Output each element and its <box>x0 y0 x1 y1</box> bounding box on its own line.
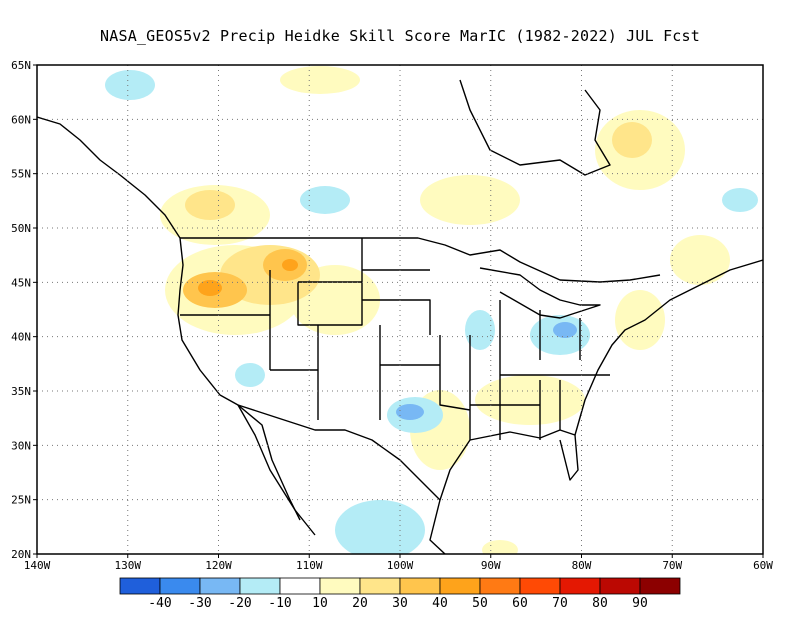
score-region <box>612 122 652 158</box>
latitude-axis: 20N 25N 30N 35N 40N 45N 50N 55N 60N 65N <box>11 59 37 561</box>
lat-tick-label: 30N <box>11 439 31 452</box>
west-coast-line <box>37 116 301 521</box>
lat-tick-label: 50N <box>11 222 31 235</box>
colorbar-label: 20 <box>352 596 368 611</box>
map-title: NASA_GEOS5v2 Precip Heidke Skill Score M… <box>100 27 700 45</box>
colorbar-swatch <box>319 577 361 595</box>
lat-tick-label: 35N <box>11 385 31 398</box>
colorbar-label: 80 <box>592 596 608 611</box>
colorbar-label: -10 <box>268 596 291 611</box>
lat-tick-label: 25N <box>11 494 31 507</box>
graticule-grid <box>37 65 763 554</box>
score-region <box>105 70 155 100</box>
lon-tick-label: 120W <box>205 559 232 572</box>
colorbar-label: 50 <box>472 596 488 611</box>
colorbar-swatch <box>279 577 321 595</box>
lon-tick-label: 90W <box>481 559 501 572</box>
lon-tick-label: 100W <box>387 559 414 572</box>
colorbar: -40 -30 -20 -10 10 20 30 40 50 60 70 80 90 <box>119 577 681 611</box>
colorbar-swatch <box>399 577 441 595</box>
score-region <box>396 404 424 420</box>
colorbar-label: 40 <box>432 596 448 611</box>
colorbar-swatch <box>559 577 601 595</box>
colorbar-label: 60 <box>512 596 528 611</box>
score-region <box>615 290 665 350</box>
us-mexico-border-line <box>237 404 441 501</box>
colorbar-label: -20 <box>228 596 251 611</box>
us-canada-border-line <box>180 237 661 283</box>
gulf-coast-line <box>469 429 579 481</box>
score-region <box>185 190 235 220</box>
colorbar-swatch <box>479 577 521 595</box>
score-region <box>475 375 585 425</box>
colorbar-swatch <box>239 577 281 595</box>
lon-tick-label: 130W <box>115 559 142 572</box>
colorbar-swatch <box>359 577 401 595</box>
score-region <box>300 186 350 214</box>
coastlines-and-borders <box>37 79 763 554</box>
score-region <box>482 540 518 554</box>
colorbar-swatch <box>199 577 241 595</box>
score-region <box>198 280 222 296</box>
lon-tick-label: 70W <box>662 559 682 572</box>
colorbar-swatch <box>519 577 561 595</box>
lon-tick-label: 110W <box>296 559 323 572</box>
skill-score-shading <box>105 66 758 554</box>
colorbar-swatch <box>439 577 481 595</box>
score-region <box>465 310 495 350</box>
score-region <box>282 259 298 271</box>
lat-tick-label: 40N <box>11 331 31 344</box>
lon-tick-label: 80W <box>572 559 592 572</box>
score-region <box>722 188 758 212</box>
colorbar-label: -40 <box>148 596 171 611</box>
colorbar-swatch <box>119 577 161 595</box>
lon-tick-label: 60W <box>753 559 773 572</box>
lat-tick-label: 20N <box>11 548 31 561</box>
lat-tick-label: 65N <box>11 59 31 72</box>
score-region <box>670 235 730 285</box>
score-region <box>280 66 360 94</box>
score-region <box>553 322 577 338</box>
longitude-axis: 140W 130W 120W 110W 100W 90W 80W 70W 60W <box>24 554 773 572</box>
score-region <box>335 500 425 554</box>
colorbar-swatch <box>159 577 201 595</box>
great-lakes-line <box>479 267 601 319</box>
lat-tick-label: 45N <box>11 276 31 289</box>
colorbar-swatch <box>639 577 681 595</box>
lat-tick-label: 60N <box>11 113 31 126</box>
lat-tick-label: 55N <box>11 168 31 181</box>
colorbar-label: 30 <box>392 596 408 611</box>
east-coast-line <box>574 259 763 436</box>
colorbar-label: 70 <box>552 596 568 611</box>
colorbar-label: 90 <box>632 596 648 611</box>
colorbar-label: -30 <box>188 596 211 611</box>
hudson-bay-line <box>459 79 611 176</box>
state-border-line <box>180 238 610 440</box>
baja-coast-line <box>237 404 316 536</box>
colorbar-label: 10 <box>312 596 328 611</box>
score-region <box>235 363 265 387</box>
lon-tick-label: 140W <box>24 559 51 572</box>
colorbar-swatch <box>599 577 641 595</box>
score-region <box>420 175 520 225</box>
